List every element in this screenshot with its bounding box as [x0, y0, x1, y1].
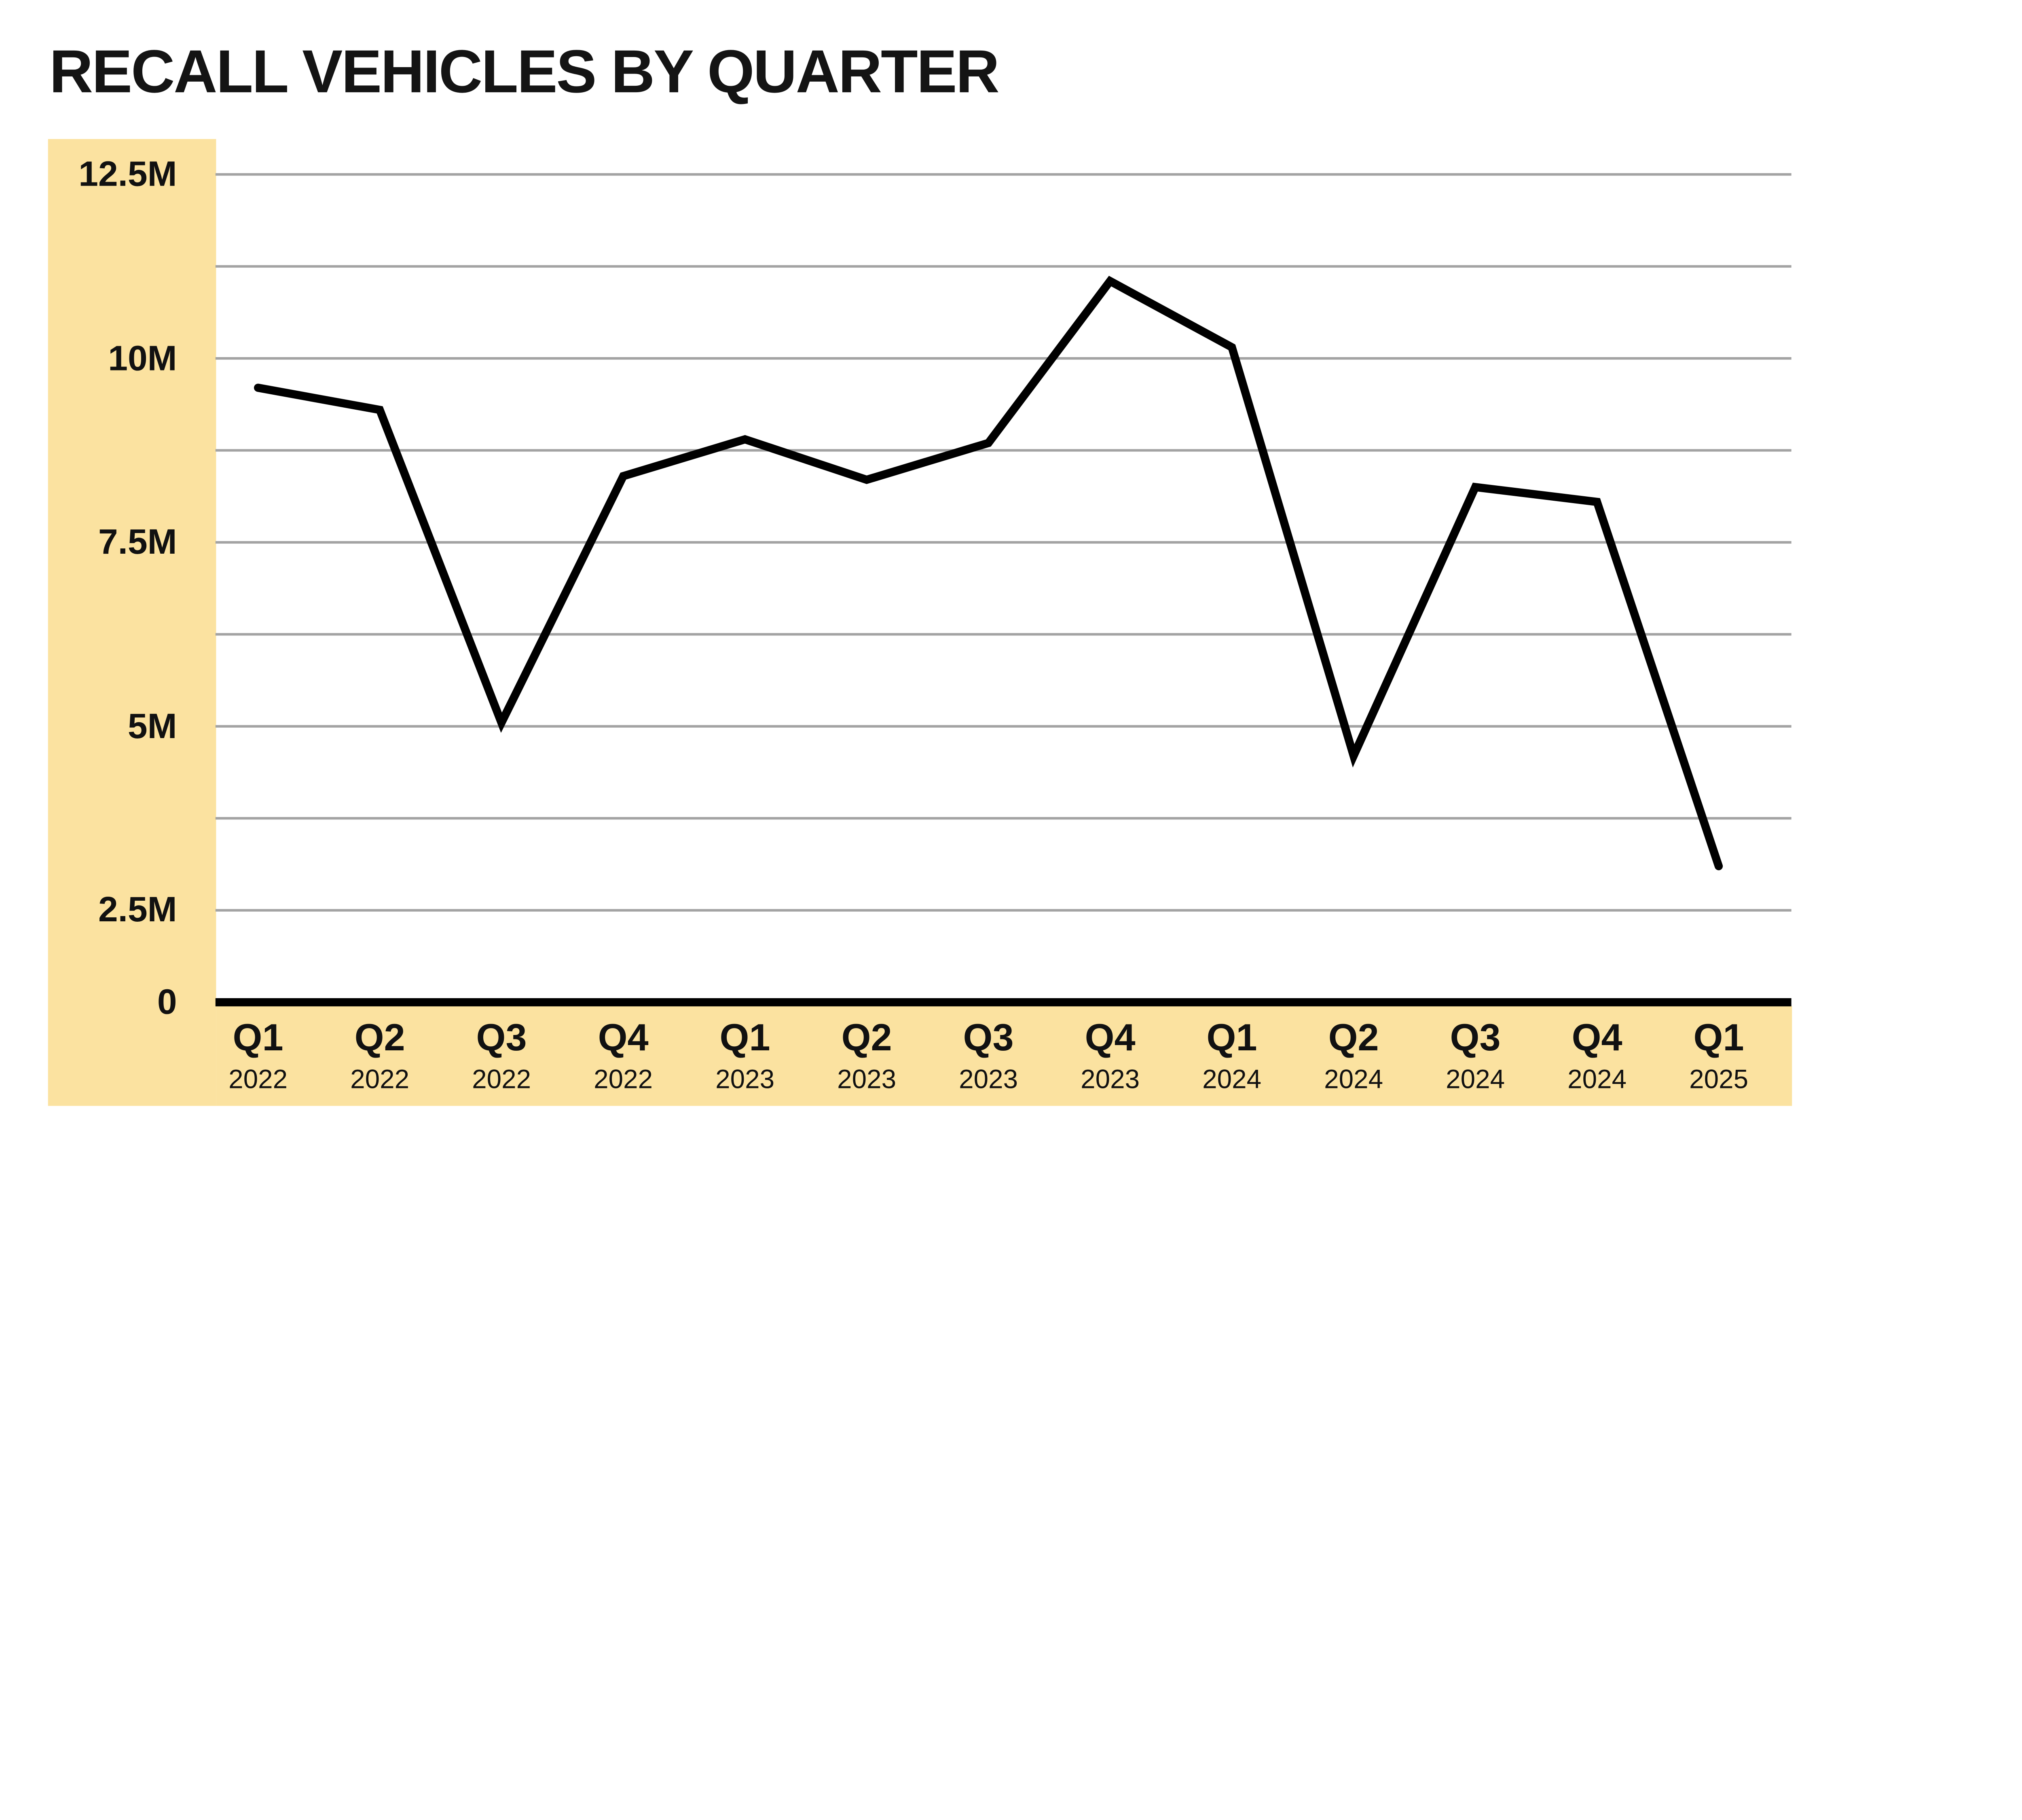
data-line — [254, 275, 1723, 870]
chart-canvas: RECALL VEHICLES BY QUARTER 12.5M 10M 7.5M 5… — [48, 39, 1792, 1106]
x-axis-label-band — [216, 1006, 1792, 1106]
plot-area — [215, 173, 1791, 1007]
y-axis-label-band — [48, 139, 216, 1106]
chart-title: RECALL VEHICLES BY QUARTER — [49, 39, 1000, 106]
